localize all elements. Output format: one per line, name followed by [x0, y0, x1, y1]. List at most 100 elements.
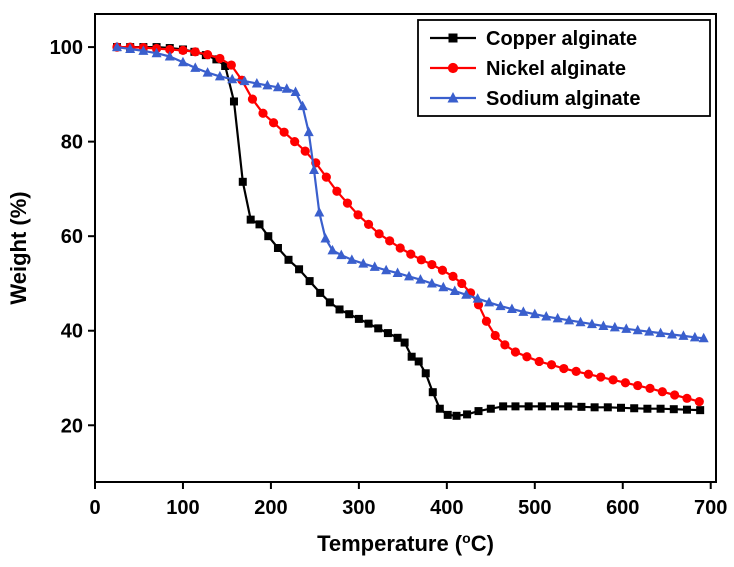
square-marker-icon — [400, 338, 409, 347]
square-marker-icon — [246, 215, 255, 224]
square-marker-icon — [643, 404, 652, 413]
square-marker-icon — [421, 369, 430, 378]
square-marker-icon — [407, 352, 416, 361]
square-marker-icon — [656, 404, 665, 413]
x-tick-label: 100 — [166, 497, 199, 519]
triangle-marker-icon — [251, 77, 262, 88]
triangle-marker-icon — [125, 43, 136, 53]
circle-marker-icon — [178, 45, 188, 56]
square-marker-icon — [435, 404, 444, 413]
square-marker-icon — [255, 220, 264, 229]
circle-marker-icon — [190, 47, 200, 57]
triangle-marker-icon — [564, 314, 575, 325]
triangle-marker-icon — [495, 300, 506, 311]
circle-marker-icon — [596, 372, 606, 382]
circle-marker-icon — [416, 255, 426, 265]
triangle-marker-icon — [449, 285, 460, 296]
triangle-marker-icon — [678, 330, 689, 340]
circle-marker-icon — [620, 378, 631, 388]
circle-marker-icon — [332, 186, 342, 196]
triangle-marker-icon — [689, 331, 700, 342]
square-marker-icon — [564, 402, 573, 411]
triangle-marker-icon — [138, 45, 149, 55]
triangle-marker-icon — [336, 249, 347, 260]
square-marker-icon — [474, 407, 483, 416]
square-marker-icon — [486, 404, 495, 413]
circle-marker-icon — [427, 259, 437, 270]
triangle-marker-icon — [461, 289, 472, 299]
triangle-marker-icon — [151, 47, 162, 58]
plot-frame — [94, 13, 717, 483]
circle-marker-icon — [290, 137, 300, 147]
triangle-marker-icon — [327, 244, 338, 255]
triangle-marker-icon — [447, 92, 459, 103]
square-marker-icon — [603, 403, 612, 412]
square-marker-icon — [383, 329, 392, 338]
triangle-marker-icon — [272, 81, 283, 92]
circle-marker-icon — [457, 278, 467, 289]
triangle-marker-icon — [529, 308, 540, 319]
circle-marker-icon — [258, 108, 268, 118]
triangle-marker-icon — [632, 324, 643, 335]
triangle-marker-icon — [314, 207, 325, 217]
legend-item-nickel-alginate: Nickel alginate — [430, 58, 626, 80]
legend-item-copper-alginate: Copper alginate — [430, 28, 637, 50]
circle-marker-icon — [226, 60, 236, 70]
circle-marker-icon — [279, 127, 289, 137]
triangle-marker-icon — [177, 56, 188, 67]
circle-marker-icon — [406, 249, 416, 259]
triangle-marker-icon — [227, 73, 238, 84]
legend-label: Nickel alginate — [486, 58, 626, 80]
triangle-marker-icon — [415, 274, 426, 284]
circle-marker-icon — [447, 62, 459, 74]
square-marker-icon — [284, 255, 293, 264]
square-marker-icon — [305, 277, 314, 286]
circle-marker-icon — [353, 210, 363, 220]
x-tick-label: 500 — [518, 497, 551, 519]
triangle-marker-icon — [369, 261, 380, 271]
triangle-marker-icon — [239, 75, 250, 86]
triangle-marker-icon — [214, 70, 225, 81]
triangle-marker-icon — [541, 311, 552, 321]
triangle-marker-icon — [518, 306, 529, 316]
circle-marker-icon — [559, 363, 569, 374]
circle-marker-icon — [657, 387, 667, 397]
triangle-marker-icon — [438, 281, 449, 292]
circle-marker-icon — [583, 369, 594, 379]
triangle-marker-icon — [667, 329, 678, 339]
y-tick-label: 80 — [61, 132, 83, 154]
x-tick-label: 700 — [694, 497, 727, 519]
circle-marker-icon — [694, 397, 704, 407]
triangle-marker-icon — [290, 86, 301, 96]
y-tick-label: 100 — [50, 37, 83, 59]
square-marker-icon — [537, 402, 546, 411]
triangle-marker-icon — [698, 332, 709, 343]
triangle-marker-icon — [309, 164, 320, 174]
square-marker-icon — [273, 244, 282, 252]
triangle-marker-icon — [392, 267, 403, 278]
circle-marker-icon — [385, 236, 395, 246]
triangle-marker-icon — [164, 51, 175, 61]
triangle-marker-icon — [297, 100, 308, 111]
y-tick-label: 40 — [61, 321, 83, 343]
circle-marker-icon — [448, 271, 458, 281]
square-marker-icon — [443, 410, 452, 419]
triangle-marker-icon — [262, 79, 273, 90]
triangle-marker-icon — [506, 303, 517, 313]
circle-marker-icon — [682, 393, 692, 403]
triangle-marker-icon — [202, 67, 213, 77]
circle-marker-icon — [571, 366, 581, 376]
circle-marker-icon — [247, 94, 258, 104]
circle-marker-icon — [374, 229, 384, 239]
circle-marker-icon — [481, 316, 492, 326]
circle-marker-icon — [437, 265, 448, 275]
triangle-marker-icon — [404, 270, 415, 281]
circle-marker-icon — [300, 146, 310, 156]
circle-marker-icon — [546, 360, 557, 370]
circle-marker-icon — [490, 330, 500, 341]
legend-label: Copper alginate — [486, 28, 637, 50]
triangle-marker-icon — [552, 312, 563, 323]
x-tick-label: 600 — [606, 497, 639, 519]
